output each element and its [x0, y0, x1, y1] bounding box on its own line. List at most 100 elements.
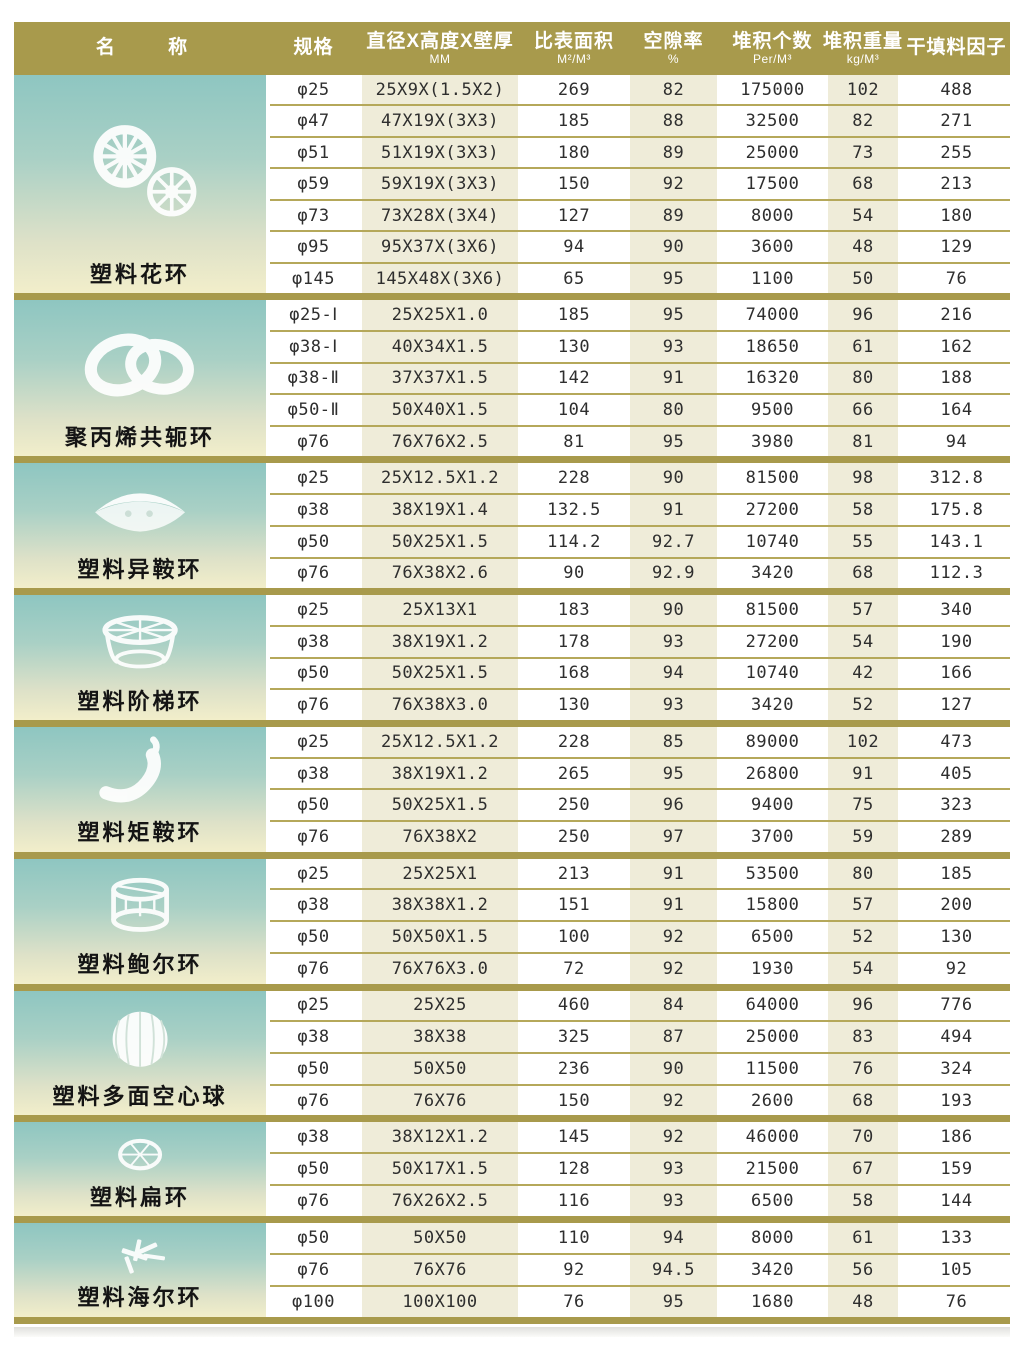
- cell-weight: 61: [823, 331, 903, 362]
- cell-spec: φ25-Ⅰ: [289, 305, 338, 326]
- cell-surface-area: 168: [557, 663, 591, 684]
- cell-surface-area: 90: [563, 563, 585, 584]
- cell-weight: 61: [823, 1222, 903, 1253]
- cell-packing-factor: 143.1: [929, 531, 984, 552]
- cell-count: 6500: [751, 1191, 794, 1212]
- product-name: 塑料矩鞍环: [77, 820, 203, 847]
- cell-packing-factor: 162: [940, 336, 973, 357]
- cell-weight: 59: [823, 822, 903, 852]
- cell-spec: φ50: [297, 1058, 330, 1079]
- cell-size: 145X48X(3X6): [357, 263, 523, 294]
- cell-voidage: 92: [625, 922, 722, 952]
- cell-packing-factor: 188: [940, 368, 973, 389]
- table-row: φ50 50X50 110 94 8000 61 133: [270, 1222, 1010, 1255]
- cell-surface-area: 460: [557, 995, 591, 1016]
- column-header-unit: kg/M³: [846, 52, 880, 67]
- group-divider: [14, 456, 1010, 464]
- column-header-packing-factor: 干填料因子: [903, 22, 1010, 75]
- cell-spec: φ25: [297, 468, 330, 489]
- cell-count: 27200: [745, 499, 800, 520]
- table-header: 名 称 规格 直径X高度X壁厚 MM 比表面积 M²/M³ 空隙率 % 堆积个数…: [14, 22, 1010, 75]
- cell-size: 50X50X1.5: [357, 922, 523, 952]
- cell-packing-factor: 133: [940, 1227, 973, 1248]
- cell-packing-factor: 185: [940, 863, 973, 884]
- cell-voidage: 92: [625, 1085, 722, 1116]
- table-row: φ50 50X25X1.5 250 96 9400 75 323: [270, 790, 1010, 823]
- group-rows: φ50 50X50 110 94 8000 61 133 φ76 76X76 9…: [270, 1222, 1010, 1317]
- column-header-label: 干填料因子: [906, 37, 1007, 59]
- table-row: φ38 38X19X1.4 132.5 91 27200 58 175.8: [270, 495, 1010, 527]
- cell-spec: φ76: [297, 826, 330, 847]
- cell-spec: φ38: [297, 895, 330, 916]
- column-header-label: 直径X高度X壁厚: [366, 30, 514, 52]
- cell-spec: φ100: [292, 1291, 335, 1312]
- cell-voidage: 96: [625, 790, 722, 821]
- cell-voidage: 92.9: [625, 558, 722, 589]
- cell-packing-factor: 473: [940, 731, 973, 752]
- cell-count: 21500: [745, 1159, 800, 1180]
- cell-weight: 58: [823, 495, 903, 525]
- cell-weight: 67: [823, 1154, 903, 1185]
- cell-size: 51X19X(3X3): [357, 137, 523, 168]
- cell-spec: φ38: [297, 1127, 330, 1148]
- cell-spec: φ76: [297, 1191, 330, 1212]
- cell-surface-area: 127: [557, 205, 591, 226]
- cell-count: 64000: [745, 995, 800, 1016]
- column-header-size: 直径X高度X壁厚 MM: [357, 22, 523, 75]
- cell-packing-factor: 180: [940, 205, 973, 226]
- cell-packing-factor: 105: [940, 1259, 973, 1280]
- column-header-unit: %: [667, 52, 680, 67]
- group-rows: φ25 25X25 460 84 64000 96 776 φ38 38X38 …: [270, 990, 1010, 1116]
- conjugate-ring-icon: [14, 300, 266, 426]
- cell-surface-area: 250: [557, 826, 591, 847]
- cell-spec: φ51: [297, 142, 330, 163]
- cell-count: 74000: [745, 305, 800, 326]
- table-row: φ38 38X38 325 87 25000 83 494: [270, 1022, 1010, 1054]
- cell-surface-area: 213: [557, 863, 591, 884]
- product-name: 聚丙烯共轭环: [64, 425, 215, 452]
- pall-ring-icon: [14, 859, 266, 954]
- cell-packing-factor: 175.8: [929, 499, 984, 520]
- product-name: 塑料多面空心球: [52, 1084, 228, 1111]
- product-group: 塑料鲍尔环 φ25 25X25X1 213 91 53500 80 185 φ3…: [14, 858, 1010, 984]
- table-row: φ51 51X19X(3X3) 180 89 25000 73 255: [270, 137, 1010, 170]
- cell-count: 26800: [745, 763, 800, 784]
- cell-packing-factor: 76: [945, 268, 968, 289]
- group-divider: [14, 983, 1010, 991]
- cell-size: 25X12.5X1.2: [357, 726, 523, 757]
- cascade-ring-icon: [14, 595, 266, 690]
- cell-surface-area: 183: [557, 600, 591, 621]
- cell-weight: 57: [823, 595, 903, 625]
- cell-size: 50X25X1.5: [357, 790, 523, 821]
- cell-weight: 81: [823, 426, 903, 457]
- cell-weight: 50: [823, 263, 903, 294]
- cell-surface-area: 65: [563, 268, 585, 289]
- product-panel: 塑料扁环: [14, 1122, 270, 1216]
- cell-size: 25X25X1.0: [357, 300, 523, 330]
- cell-packing-factor: 216: [940, 305, 973, 326]
- cell-voidage: 95: [625, 758, 722, 789]
- cell-surface-area: 132.5: [547, 499, 601, 520]
- cell-spec: φ25: [297, 600, 330, 621]
- cell-voidage: 89: [625, 137, 722, 168]
- product-panel: 塑料阶梯环: [14, 595, 270, 720]
- column-header-label: 堆积个数: [732, 30, 813, 52]
- cell-size: 40X34X1.5: [357, 331, 523, 362]
- product-group: 塑料多面空心球 φ25 25X25 460 84 64000 96 776 φ3…: [14, 990, 1010, 1116]
- column-header-name: 名 称: [14, 22, 270, 75]
- table-row: φ50 50X17X1.5 128 93 21500 67 159: [270, 1154, 1010, 1187]
- cell-voidage: 95: [625, 300, 722, 330]
- cell-count: 46000: [745, 1127, 800, 1148]
- product-group: 塑料阶梯环 φ25 25X13X1 183 90 81500 57 340 φ3…: [14, 595, 1010, 720]
- cell-surface-area: 185: [557, 111, 591, 132]
- cell-packing-factor: 193: [940, 1090, 973, 1111]
- cell-weight: 96: [823, 300, 903, 330]
- cell-surface-area: 228: [557, 731, 591, 752]
- column-header-surface-area: 比表面积 M²/M³: [523, 22, 625, 75]
- column-header-unit: Per/M³: [753, 52, 792, 67]
- cell-weight: 75: [823, 790, 903, 821]
- column-header-unit: MM: [429, 52, 451, 67]
- column-header-label: 比表面积: [533, 30, 614, 52]
- cell-surface-area: 116: [557, 1191, 591, 1212]
- cell-packing-factor: 324: [940, 1058, 973, 1079]
